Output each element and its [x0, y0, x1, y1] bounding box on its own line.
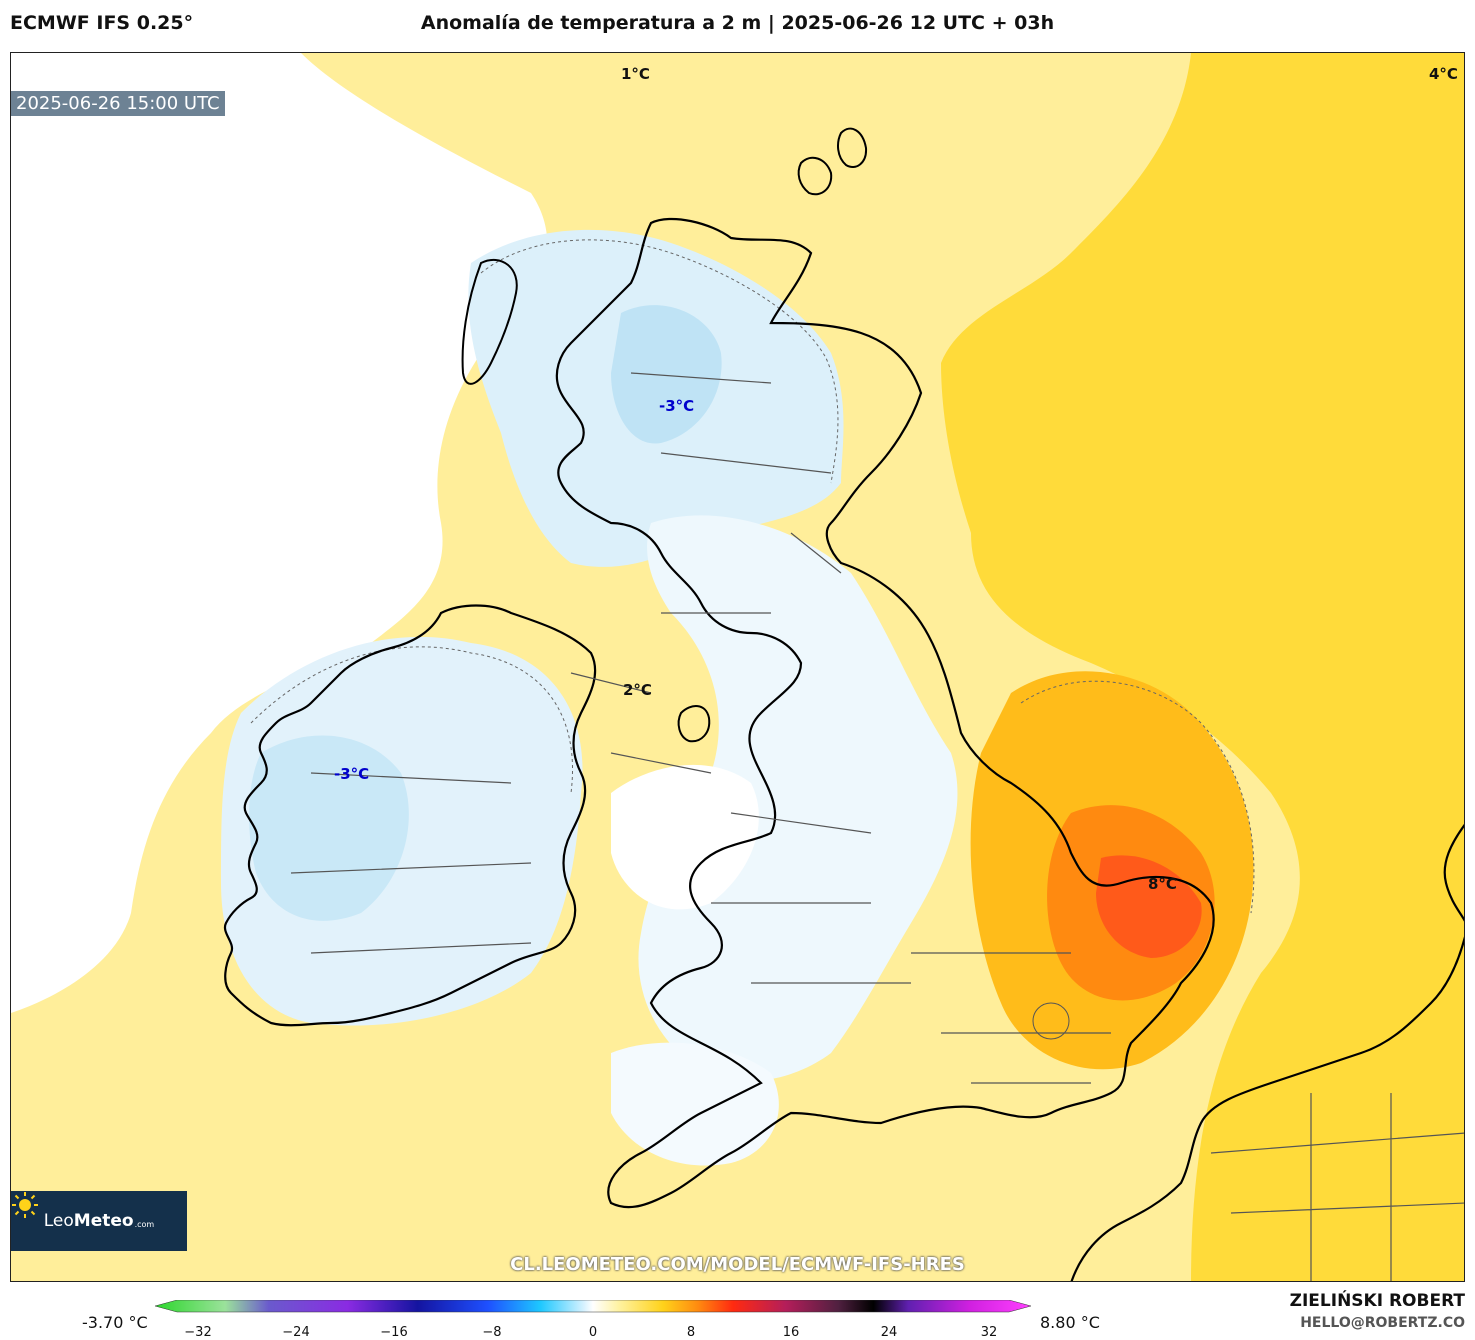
colorbar-tick: 16 — [782, 1325, 800, 1340]
colorbar-tick: −24 — [282, 1325, 310, 1340]
neutral-zone-irish-sea — [611, 764, 759, 910]
coastline-isle-of-man — [677, 705, 711, 743]
logo-brand: LeoMeteo — [43, 1211, 134, 1231]
warm-zone-continent — [941, 53, 1464, 1281]
min-label-ireland: -3°C — [334, 765, 370, 783]
colorbar-tick: 0 — [588, 1325, 598, 1340]
colorbar-tick: 24 — [880, 1325, 898, 1340]
coastline-orkney — [797, 156, 833, 196]
colorbar-tick: −8 — [482, 1325, 502, 1340]
map-canvas — [11, 53, 1464, 1281]
colorbar-tick: −16 — [380, 1325, 408, 1340]
logo-domain: .com — [134, 1219, 155, 1229]
max-label-east-anglia: 8°C — [1148, 875, 1177, 893]
map-title: Anomalía de temperatura a 2 m | 2025-06-… — [420, 12, 1055, 34]
london-boroughs — [1032, 1002, 1070, 1040]
hottest-zone — [1096, 855, 1202, 958]
author-name: ZIELIŃSKI ROBERT — [1289, 1291, 1465, 1311]
colorbar-gradient — [155, 1300, 1031, 1313]
colorbar-tick: 32 — [980, 1325, 998, 1340]
colorbar — [155, 1300, 1031, 1313]
administrative-borders — [290, 372, 1464, 1281]
neutral-zone-britain — [638, 515, 958, 1082]
min-label-scotland: -3°C — [659, 397, 695, 415]
coastline-ireland — [223, 604, 597, 1027]
colorbar-max-label: 8.80 °C — [1040, 1313, 1100, 1332]
coastline-norway — [1443, 823, 1464, 922]
coldest-zone-highlands — [611, 305, 722, 444]
colorbar-tick: −32 — [184, 1325, 212, 1340]
coastline-continent — [1070, 936, 1464, 1281]
valid-time-badge: 2025-06-26 15:00 UTC — [11, 91, 225, 116]
source-url[interactable]: CL.LEOMETEO.COM/MODEL/ECMWF-IFS-HRES — [510, 1254, 965, 1275]
coastline-shetland — [837, 127, 868, 168]
coastline-hebrides — [461, 258, 518, 385]
label-irish-sea: 2°C — [623, 681, 652, 699]
leometeo-logo[interactable]: LeoMeteo .com — [11, 1191, 187, 1251]
temperature-anomaly-map[interactable]: 2025-06-26 15:00 UTC 1°C 4°C -3°C 2°C -3… — [10, 52, 1465, 1282]
contour-line — [250, 646, 573, 794]
max-label-northeast: 4°C — [1429, 65, 1458, 83]
colorbar-min-label: -3.70 °C — [82, 1313, 148, 1332]
sun-icon — [12, 1192, 38, 1218]
colorbar-tick: 8 — [686, 1325, 696, 1340]
max-label-north: 1°C — [621, 65, 650, 83]
contour-line — [1020, 680, 1255, 914]
model-name: ECMWF IFS 0.25° — [10, 12, 194, 34]
author-email[interactable]: HELLO@ROBERTZ.CO — [1300, 1315, 1465, 1331]
coastline-great-britain — [555, 217, 1215, 1209]
contour-line — [480, 239, 839, 484]
neutral-zone-southwest — [611, 1042, 779, 1166]
neutral-zone-atlantic — [11, 53, 548, 1013]
coldest-zone-west-ireland — [249, 735, 409, 921]
